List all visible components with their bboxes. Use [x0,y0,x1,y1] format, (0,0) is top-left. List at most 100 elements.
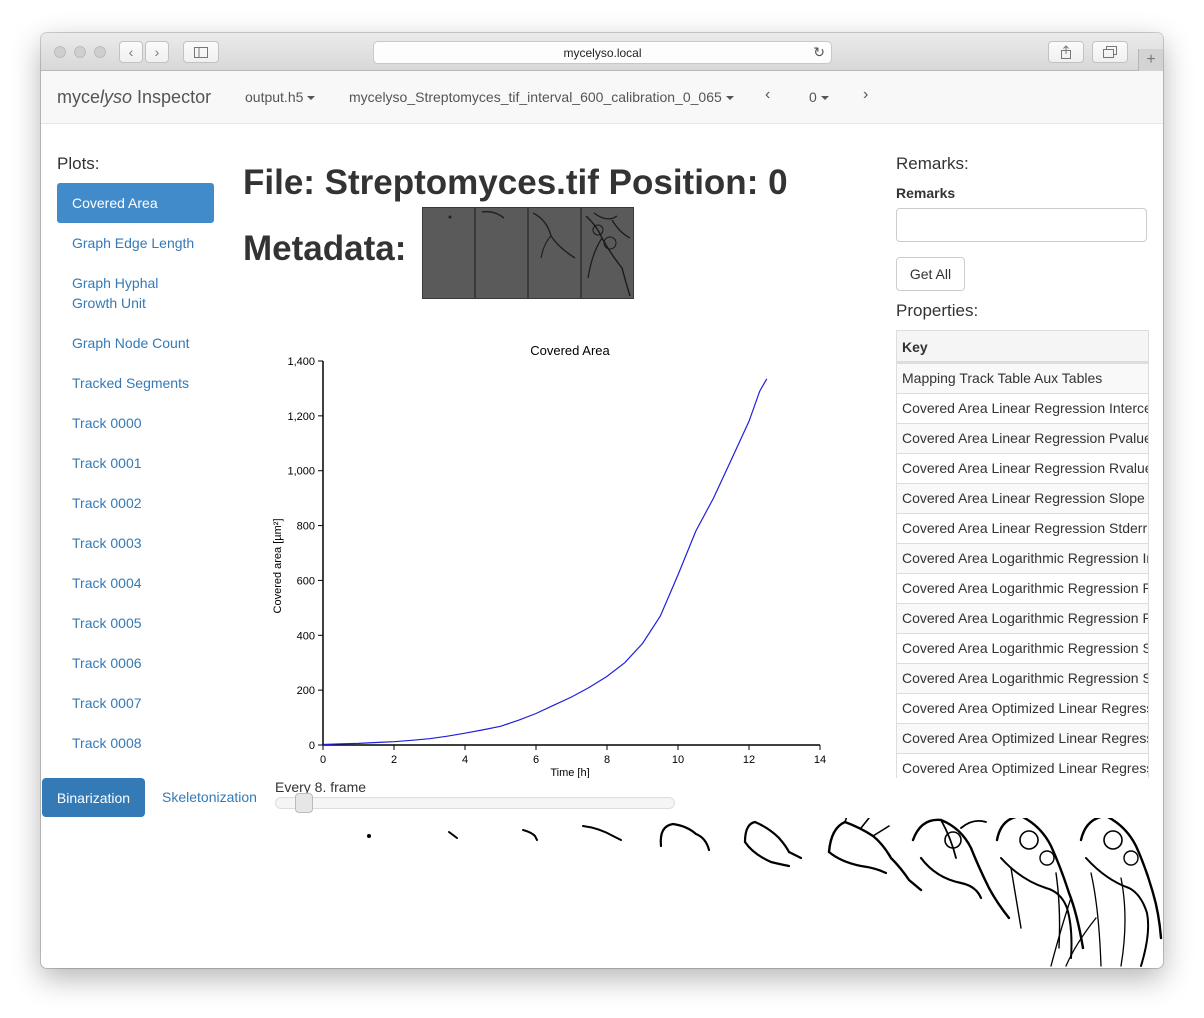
x-tick-label: 14 [814,754,826,766]
table-row[interactable]: Mapping Track Table Aux Tables [897,363,1148,393]
file-dropdown-label: output.h5 [245,89,304,105]
table-row[interactable]: Covered Area Logarithmic Regression Rval… [897,603,1148,633]
remarks-heading: Remarks: [896,154,969,173]
plot-item-track-0008[interactable]: Track 0008 [72,735,142,751]
properties-heading: Properties: [896,301,979,320]
y-tick-label: 800 [297,521,315,533]
table-row[interactable]: Covered Area Optimized Linear Regression… [897,693,1148,723]
chart-y-axis-label: Covered area [µm²] [272,519,284,614]
position-dropdown-label: 0 [809,89,817,105]
skeletonization-link[interactable]: Skeletonization [162,789,257,805]
plot-item-track-0004[interactable]: Track 0004 [72,575,142,591]
file-heading: File: Streptomyces.tif Position: 0 [243,163,788,202]
browser-window: ‹ › mycelyso.local ↻ + mycelyso Inspecto… [41,33,1163,968]
chart-x-axis-label: Time [h] [550,767,589,778]
brand-prefix: myce [57,87,101,107]
dataset-dropdown[interactable]: mycelyso_Streptomyces_tif_interval_600_c… [349,89,734,105]
table-row[interactable]: Covered Area Linear Regression Stderr [897,513,1148,543]
browser-titlebar: ‹ › mycelyso.local ↻ + [41,33,1163,71]
plot-item-covered-area[interactable]: Covered Area [57,183,214,223]
sidebar-toggle-icon[interactable] [183,41,219,63]
caret-down-icon [725,96,734,101]
binarization-button[interactable]: Binarization [42,778,145,817]
address-bar[interactable]: mycelyso.local ↻ [373,41,832,64]
y-tick-label: 1,400 [287,356,315,368]
chart-series [322,378,768,746]
y-tick-label: 1,000 [287,466,315,478]
prev-position-icon[interactable]: ‹ [765,86,771,103]
frame-slider-label: Every 8. frame [275,779,367,795]
position-dropdown[interactable]: 0 [809,89,829,105]
plot-item-tracked-segments[interactable]: Tracked Segments [72,375,189,391]
y-tick-label: 600 [297,575,315,587]
frame-thumbnail [422,207,475,299]
table-row[interactable]: Covered Area Linear Regression Intercept [897,393,1148,423]
x-tick-label: 4 [462,754,468,766]
back-icon[interactable]: ‹ [119,41,143,63]
forward-icon[interactable]: › [145,41,169,63]
file-dropdown[interactable]: output.h5 [245,89,316,105]
metadata-thumbnails [422,207,635,299]
x-tick-label: 2 [391,754,397,766]
frame-thumbnail [528,207,581,299]
x-tick-label: 12 [743,754,755,766]
table-row[interactable]: Covered Area Logarithmic Regression Inte… [897,543,1148,573]
table-row[interactable]: Covered Area Optimized Linear Regression… [897,723,1148,753]
x-tick-label: 0 [320,754,326,766]
table-row[interactable]: Covered Area Optimized Linear Regression… [897,753,1148,778]
table-row[interactable]: Covered Area Linear Regression Rvalue [897,453,1148,483]
close-window-icon[interactable] [54,46,66,58]
metadata-heading: Metadata: [243,229,407,268]
get-all-button[interactable]: Get All [896,257,965,291]
table-row[interactable]: Covered Area Logarithmic Regression Slop… [897,633,1148,663]
table-row[interactable]: Covered Area Logarithmic Regression Stde… [897,663,1148,693]
x-tick-label: 10 [672,754,684,766]
share-icon[interactable] [1048,41,1084,63]
table-row[interactable]: Covered Area Logarithmic Regression Pval… [897,573,1148,603]
caret-down-icon [820,96,829,101]
url-text: mycelyso.local [563,45,642,60]
y-tick-label: 0 [309,740,315,752]
plot-item-track-0001[interactable]: Track 0001 [72,455,142,471]
x-tick-label: 6 [533,754,539,766]
remarks-input[interactable] [896,208,1147,242]
properties-body: Mapping Track Table Aux Tables Covered A… [897,363,1148,778]
frame-slider-handle[interactable] [295,793,313,813]
y-tick-label: 1,200 [287,411,315,423]
zoom-window-icon[interactable] [94,46,106,58]
chart-axes: 0 2 4 6 8 10 12 14 0 200 400 600 800 1,000 1,200 1,400 [287,356,826,766]
table-row[interactable]: Covered Area Linear Regression Pvalue [897,423,1148,453]
caret-down-icon [307,96,316,101]
next-position-icon[interactable]: › [863,86,869,103]
plots-heading: Plots: [57,154,100,173]
skeleton-frames-strip [367,818,1163,967]
covered-area-series-line [322,378,768,746]
plot-item-track-0000[interactable]: Track 0000 [72,415,142,431]
table-row[interactable]: Covered Area Linear Regression Slope [897,483,1148,513]
plot-item-graph-hyphal-growth-unit[interactable]: Graph Hyphal Growth Unit [72,275,159,311]
x-tick-label: 8 [604,754,610,766]
reload-icon[interactable]: ↻ [813,44,825,60]
y-tick-label: 400 [297,630,315,642]
new-tab-icon[interactable]: + [1138,49,1163,71]
y-tick-label: 200 [297,685,315,697]
minimize-window-icon[interactable] [74,46,86,58]
plot-item-track-0006[interactable]: Track 0006 [72,655,142,671]
plot-item-graph-node-count[interactable]: Graph Node Count [72,335,190,351]
tabs-overview-icon[interactable] [1092,41,1128,63]
plot-item-graph-edge-length[interactable]: Graph Edge Length [72,235,195,251]
app-navbar: mycelyso Inspector output.h5 mycelyso_St… [41,71,1163,124]
frame-slider-track[interactable] [275,797,675,809]
plot-item-track-0002[interactable]: Track 0002 [72,495,142,511]
dataset-dropdown-label: mycelyso_Streptomyces_tif_interval_600_c… [349,89,722,105]
covered-area-chart: Covered Area Time [h] Covered area [µm²]… [272,343,826,778]
chart-title: Covered Area [530,343,610,358]
plot-item-track-0007[interactable]: Track 0007 [72,695,142,711]
remarks-label: Remarks [896,185,956,201]
plot-item-track-0005[interactable]: Track 0005 [72,615,142,631]
plot-list: Covered Area Graph Edge Length Graph Hyp… [57,183,214,763]
app-brand[interactable]: mycelyso Inspector [57,87,211,108]
frame-thumbnail [475,207,528,299]
properties-table[interactable]: Key Mapping Track Table Aux Tables Cover… [896,330,1149,778]
plot-item-track-0003[interactable]: Track 0003 [72,535,142,551]
